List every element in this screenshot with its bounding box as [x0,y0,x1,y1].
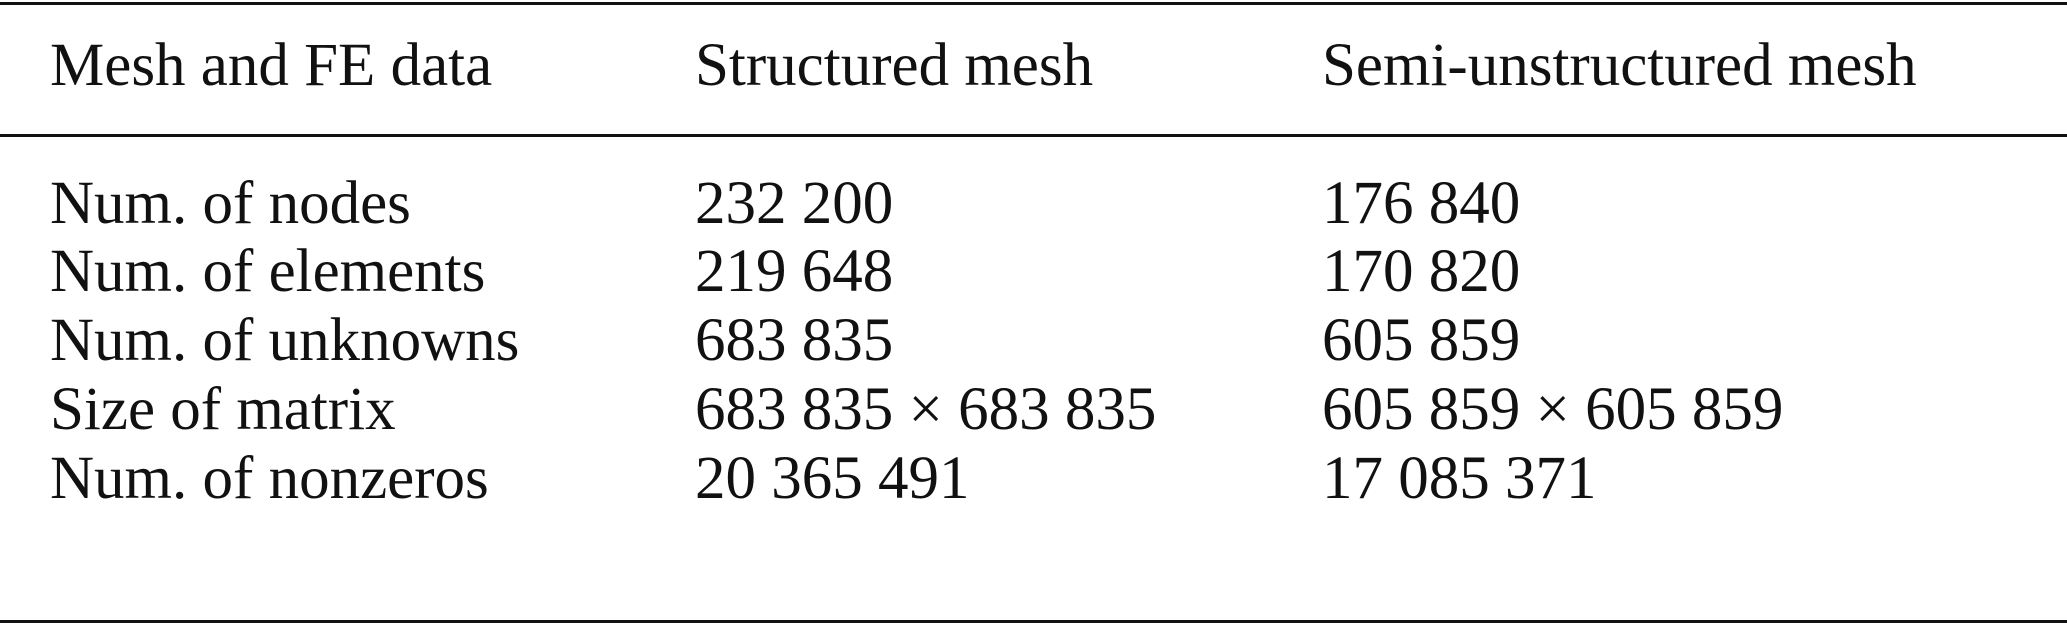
semi-unstructured-value: 176 840 [1322,170,1521,237]
row-label: Num. of unknowns [50,307,520,374]
semi-unstructured-value: 605 859 [1322,307,1521,374]
row-label: Num. of elements [50,238,486,305]
row-label: Num. of nonzeros [50,445,489,512]
header-cell: Semi-unstructured mesh [1322,32,1917,99]
semi-unstructured-value: 605 859 × 605 859 [1322,376,1784,443]
structured-value: 683 835 × 683 835 [695,376,1157,443]
structured-value: 683 835 [695,307,894,374]
structured-value: 232 200 [695,170,894,237]
row-label: Num. of nodes [50,170,411,237]
structured-value: 20 365 491 [695,445,970,512]
semi-unstructured-value: 170 820 [1322,238,1521,305]
semi-unstructured-value: 17 085 371 [1322,445,1597,512]
bottom-rule [0,620,2067,623]
structured-value: 219 648 [695,238,894,305]
top-rule [0,2,2067,5]
header-cell: Structured mesh [695,32,1094,99]
header-rule [0,134,2067,137]
row-label: Size of matrix [50,376,396,443]
header-cell: Mesh and FE data [50,32,493,99]
